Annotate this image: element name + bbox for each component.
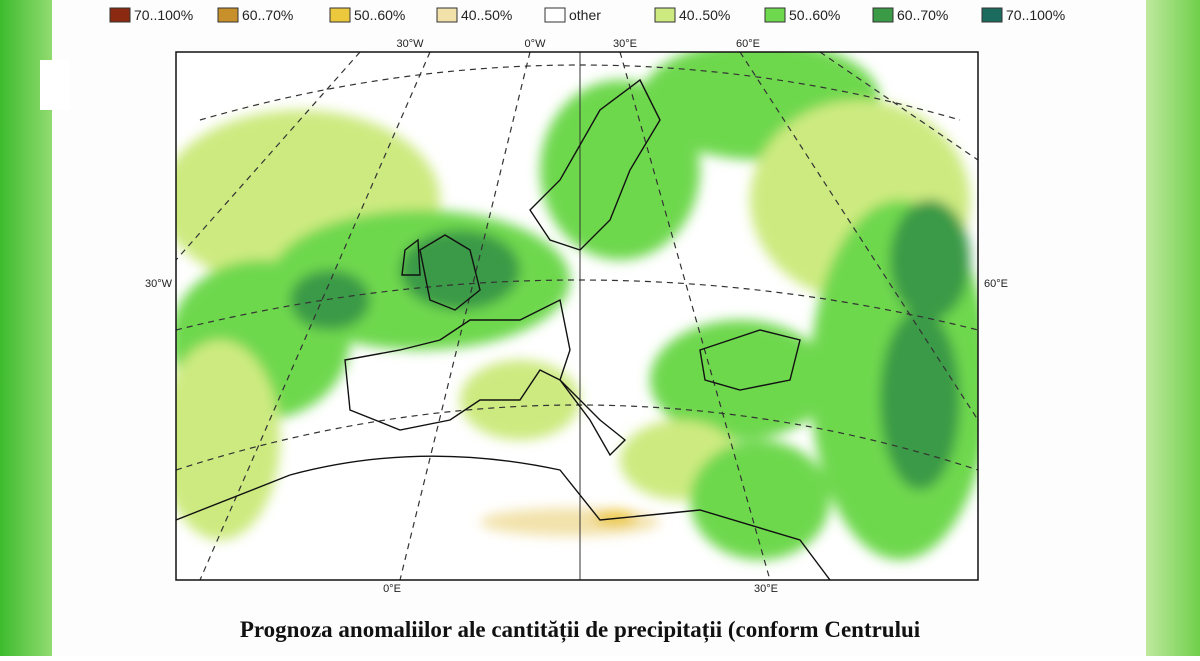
lon-label: 0°E <box>383 583 401 595</box>
legend-swatch <box>764 7 786 23</box>
legend-swatch <box>217 7 239 23</box>
legend-swatch <box>329 7 351 23</box>
legend-label: 70..100% <box>134 7 193 23</box>
map-labels: 30°W 0°W 30°E 60°E 30°W 60°E 0°E 30°E <box>145 38 1008 595</box>
lon-label: 0°W <box>525 38 547 50</box>
legend-label: 50..60% <box>789 7 840 23</box>
legend-label: 60..70% <box>242 7 293 23</box>
lon-label: 30°W <box>396 38 424 50</box>
caption: Prognoza anomaliilor ale cantității de p… <box>240 617 921 643</box>
lat-label: 30°W <box>145 278 173 290</box>
overlay-logo <box>40 60 70 110</box>
lat-label: 60°E <box>984 278 1008 290</box>
legend-label: 50..60% <box>354 7 405 23</box>
background-right <box>1140 0 1200 656</box>
legend-label: 40..50% <box>679 7 730 23</box>
coastlines <box>176 78 831 580</box>
lon-label: 60°E <box>736 38 760 50</box>
legend-label: 60..70% <box>897 7 948 23</box>
lon-label: 30°E <box>754 583 778 595</box>
legend-label: 70..100% <box>1006 7 1065 23</box>
legend-label: other <box>569 7 601 23</box>
legend-swatch <box>109 7 131 23</box>
legend: 70..100% 60..70% 50..60% 40..50% other 40..50… <box>109 7 1065 23</box>
legend-swatch <box>872 7 894 23</box>
legend-swatch <box>544 7 566 23</box>
lon-label: 30°E <box>613 38 637 50</box>
legend-swatch <box>654 7 676 23</box>
map <box>176 52 978 580</box>
legend-swatch <box>436 7 458 23</box>
precip-areas <box>176 52 978 560</box>
map-frame <box>175 51 979 581</box>
legend-label: 40..50% <box>461 7 512 23</box>
legend-swatch <box>981 7 1003 23</box>
